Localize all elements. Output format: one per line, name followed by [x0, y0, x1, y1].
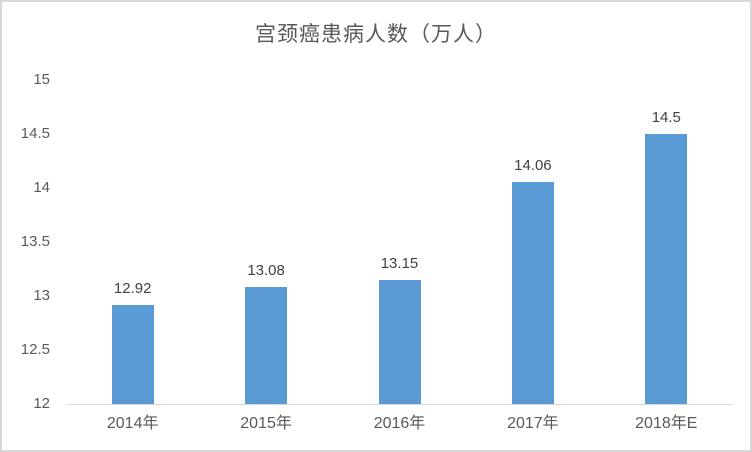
- y-axis-tick-label: 15: [33, 71, 50, 88]
- x-axis-tick-label: 2014年: [106, 415, 159, 432]
- bar-2016年: [378, 279, 421, 404]
- chart-title: 宫颈癌患病人数（万人）: [255, 23, 497, 46]
- y-axis-tick-label: 14: [33, 179, 50, 196]
- bar-2017年: [511, 181, 554, 404]
- bar-value-label: 14.5: [651, 109, 681, 126]
- bar-value-label: 13.08: [247, 262, 285, 280]
- y-axis-tick-label: 12.5: [20, 341, 50, 358]
- bar-value-label: 13.15: [380, 254, 419, 272]
- y-axis-tick-label: 14.5: [20, 125, 50, 142]
- x-axis-tick-label: 2016年: [373, 415, 426, 432]
- y-axis-tick-label: 13: [33, 287, 50, 304]
- bar-2018年E: [645, 134, 688, 404]
- x-axis-tick-label: 2015年: [240, 415, 292, 432]
- x-axis-line: [66, 404, 733, 405]
- x-axis-tick-label: 2017年: [507, 415, 559, 432]
- y-axis-tick-label: 12: [33, 395, 50, 412]
- bar-value-label: 12.92: [113, 279, 152, 297]
- y-axis-tick-label: 13.5: [20, 233, 50, 250]
- x-axis-tick-label: 2018年E: [635, 415, 698, 432]
- bar-2015年: [245, 287, 288, 404]
- bar-2014年: [111, 304, 154, 404]
- bar-value-label: 14.06: [514, 156, 552, 174]
